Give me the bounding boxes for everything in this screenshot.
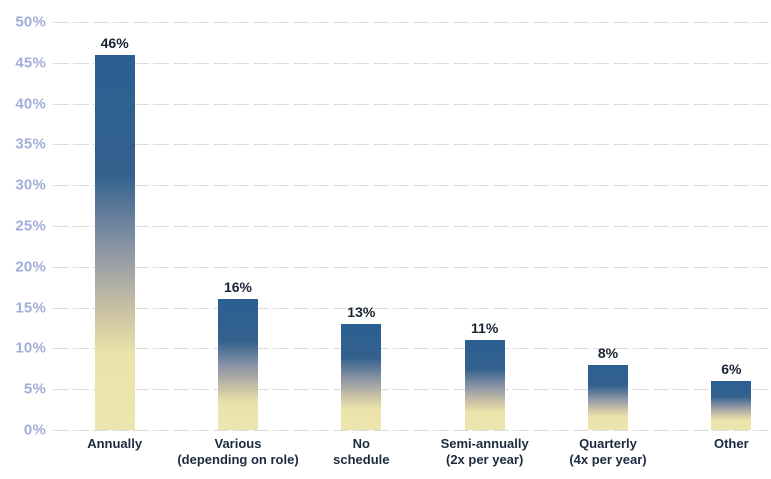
gridline [53,184,771,187]
y-tick-label: 40% [15,95,46,113]
gridline [53,429,771,431]
bar [94,54,135,430]
bar [587,364,628,430]
bar-group: 11% [423,22,546,430]
bar [341,323,382,430]
bar [711,381,752,430]
x-axis: Annually Various (depending on role) No sche… [53,436,771,467]
bar-value-label: 13% [347,303,376,320]
gridline [53,143,771,146]
bar-value-label: 6% [721,361,742,378]
y-tick-label: 45% [15,54,46,72]
category-label: No schedule [333,436,390,467]
bar-group: 13% [300,22,423,430]
bar-value-label: 46% [100,34,129,51]
y-tick-label: 20% [15,258,46,276]
y-tick-label: 30% [15,176,46,194]
bar-slots: 46% 16% 13% 11% 8% 6% [53,22,771,430]
gridline [53,102,771,105]
gridline [53,225,771,227]
y-tick-label: 10% [15,339,46,357]
bar-value-label: 8% [597,344,619,361]
bar-group: 6% [670,22,771,430]
y-tick-label: 5% [23,380,46,398]
category-label: Various (depending on role) [177,436,299,467]
gridline [53,21,771,23]
gridline [53,265,771,268]
y-tick-label: 35% [15,135,46,153]
y-tick-label: 0% [23,421,46,439]
gridline [53,61,771,64]
bar-group: 8% [546,22,669,430]
y-tick-label: 15% [15,299,46,317]
y-tick-label: 50% [15,13,46,31]
bar-group: 16% [176,22,299,430]
category-label: Semi-annually (2x per year) [440,436,529,467]
y-tick-label: 25% [15,217,46,235]
bar-group: 46% [53,22,176,430]
gridline [53,306,771,309]
bar [464,340,505,430]
gridline [53,347,771,350]
bar-value-label: 11% [471,320,499,337]
bar [217,299,258,430]
bar-value-label: 16% [223,279,252,296]
category-label: Other [713,436,749,451]
category-label: Quarterly (4x per year) [569,436,647,467]
gridline [53,388,771,391]
y-axis: 0% 5% 10% 15% 20% 25% 30% 35% 40% 45% 50% [0,14,46,439]
category-label: Annually [87,436,143,451]
plot-area: 46% 16% 13% 11% 8% 6% [53,21,771,431]
